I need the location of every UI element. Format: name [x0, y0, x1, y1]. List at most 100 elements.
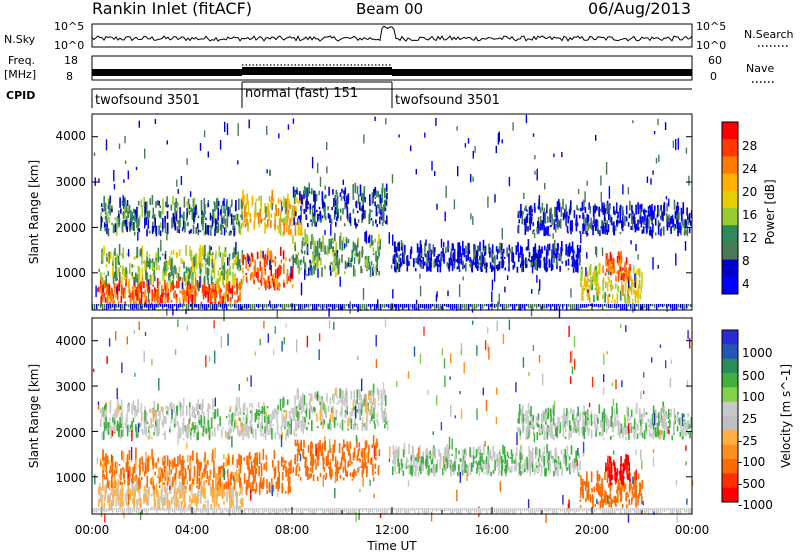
- power-cell: [657, 220, 660, 226]
- power-cell: [619, 256, 621, 260]
- power-cell: [238, 198, 240, 210]
- power-cell: [619, 232, 622, 235]
- power-cell: [575, 223, 578, 232]
- power-sparse-cell: [235, 241, 237, 255]
- velocity-cell: [179, 454, 181, 465]
- velocity-cell: [227, 454, 230, 463]
- power-cell: [393, 242, 396, 253]
- power-cell: [633, 219, 636, 223]
- power-sparse-cell: [495, 145, 497, 154]
- velocity-cell: [287, 421, 289, 428]
- power-cell: [276, 225, 279, 230]
- power-cell: [619, 204, 622, 210]
- velocity-cell: [123, 479, 126, 484]
- velocity-cell: [326, 462, 328, 467]
- velocity-cell: [153, 401, 156, 410]
- power-cell: [116, 217, 119, 229]
- power-sparse-cell: [271, 203, 274, 210]
- power-cell: [445, 247, 447, 254]
- velocity-cell: [228, 413, 230, 418]
- power-ground-cell: [116, 304, 118, 308]
- velocity-cell: [192, 478, 194, 485]
- velocity-cell: [386, 419, 389, 431]
- velocity-cell: [134, 490, 136, 497]
- power-cell: [500, 256, 503, 259]
- power-cell: [138, 228, 141, 233]
- power-cell: [101, 284, 104, 296]
- power-cell: [385, 183, 388, 192]
- power-cell: [101, 217, 104, 223]
- power-cell: [517, 211, 520, 214]
- velocity-cell: [218, 503, 220, 510]
- velocity-cell: [207, 402, 210, 413]
- power-cell: [359, 201, 361, 210]
- velocity-cell: [304, 461, 306, 469]
- power-cell: [226, 216, 229, 228]
- power-cell: [374, 189, 376, 196]
- power-ground-cell: [648, 304, 650, 311]
- power-cell: [131, 211, 134, 221]
- power-cell: [481, 254, 484, 266]
- velocity-cell: [304, 423, 306, 429]
- velocity-cell: [281, 484, 283, 488]
- power-cell: [300, 249, 303, 253]
- power-ground-cell: [94, 304, 96, 310]
- power-sparse-cell: [180, 176, 183, 185]
- power-cell: [140, 199, 143, 208]
- velocity-cell: [247, 458, 249, 470]
- power-ground-cell: [660, 304, 662, 307]
- power-cell: [170, 258, 172, 271]
- velocity-cell: [140, 416, 143, 420]
- velocity-cell: [113, 489, 116, 497]
- power-cell: [687, 214, 689, 220]
- velocity-cell: [540, 464, 542, 468]
- power-sparse-cell: [447, 290, 449, 297]
- power-cell: [627, 297, 629, 304]
- power-cell: [187, 295, 190, 306]
- power-cell: [137, 218, 140, 227]
- power-ground-cell: [498, 304, 500, 307]
- power-cell: [170, 283, 172, 293]
- velocity-cell: [153, 431, 155, 436]
- power-cell: [491, 252, 493, 259]
- velocity-cell: [250, 456, 252, 460]
- power-cell: [511, 257, 513, 262]
- velocity-cell: [400, 458, 403, 470]
- power-cell: [185, 266, 188, 274]
- power-cell: [332, 261, 334, 273]
- velocity-cell: [258, 465, 260, 477]
- power-cell: [124, 214, 126, 219]
- velocity-cell: [304, 417, 306, 423]
- power-cell: [400, 246, 403, 251]
- power-cell: [158, 281, 161, 286]
- power-cell: [440, 256, 442, 267]
- power-ground-cell: [172, 304, 174, 311]
- power-cell: [187, 271, 190, 275]
- power-cell: [346, 207, 349, 219]
- power-sparse-cell: [685, 147, 688, 154]
- velocity-cell: [321, 445, 324, 456]
- power-cell: [175, 297, 178, 304]
- power-cell: [614, 299, 616, 305]
- power-cell: [313, 190, 315, 202]
- power-cell: [553, 250, 556, 256]
- velocity-cell: [197, 459, 200, 465]
- velocity-cell: [231, 421, 233, 427]
- velocity-cell: [109, 502, 111, 511]
- power-cell: [136, 220, 138, 228]
- velocity-cell: [310, 405, 313, 412]
- velocity-cell: [276, 424, 279, 435]
- power-cell: [567, 246, 569, 253]
- power-cell: [129, 227, 131, 232]
- power-cell: [305, 214, 307, 220]
- power-cell: [629, 263, 631, 271]
- power-cell: [332, 246, 334, 256]
- power-cell: [533, 229, 535, 232]
- power-cell: [324, 195, 326, 199]
- power-cell: [369, 208, 371, 217]
- power-cell: [298, 215, 300, 219]
- velocity-cell: [265, 418, 268, 430]
- power-sparse-cell: [598, 206, 600, 212]
- velocity-cell: [262, 448, 265, 460]
- power-sparse-cell: [189, 191, 192, 197]
